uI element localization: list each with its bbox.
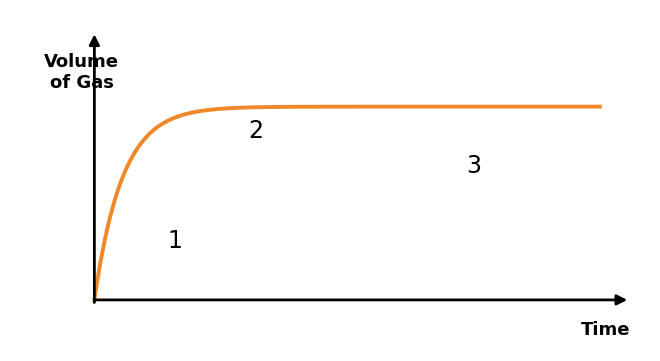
Text: 1: 1 (168, 229, 183, 253)
Text: 3: 3 (466, 154, 481, 178)
Text: Volume
of Gas: Volume of Gas (44, 53, 119, 92)
Text: 2: 2 (249, 119, 263, 143)
Text: Time: Time (581, 321, 630, 339)
